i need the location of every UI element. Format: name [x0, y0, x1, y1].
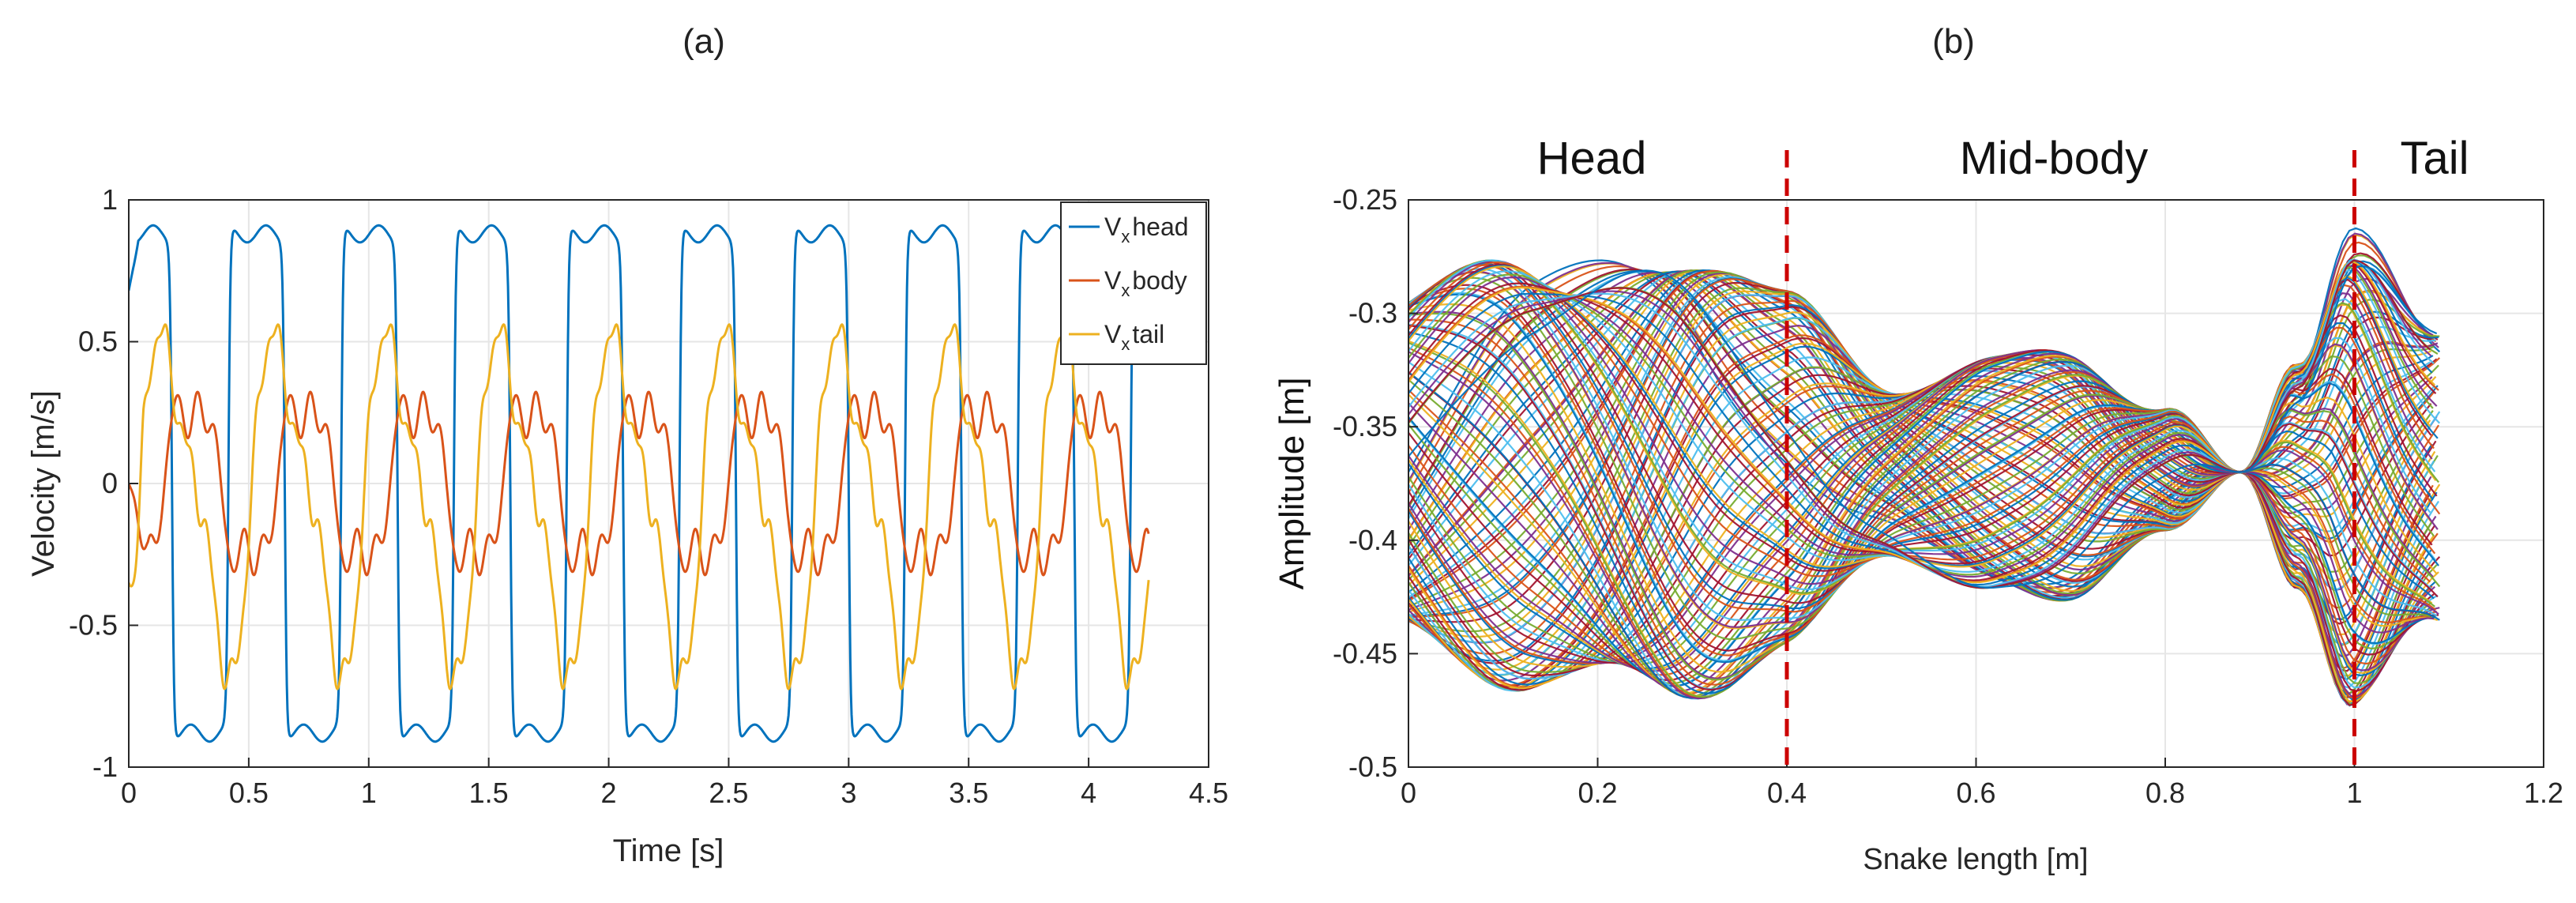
chart-b-xtick-label: 0.4: [1767, 777, 1807, 809]
chart-b-xtick-label: 0.6: [1956, 777, 1995, 809]
series-line-tail: [129, 323, 1150, 690]
legend-tail-v: V: [1104, 320, 1122, 348]
legend-head-v: V: [1104, 213, 1122, 241]
chart-b-xtick-label: 1.2: [2524, 777, 2563, 809]
chart-b-ylabel: Amplitude [m]: [1273, 378, 1311, 590]
chart-b-ytick-label: -0.3: [1348, 297, 1397, 329]
snake-curve: [1408, 341, 2435, 698]
snake-curve: [1408, 356, 2431, 696]
snake-curve: [1408, 358, 2431, 698]
legend-head-sub: x: [1121, 227, 1130, 246]
svg-text:Vxbody: Vxbody: [1104, 266, 1187, 300]
snake-curve: [1408, 265, 2438, 589]
snake-curve: [1408, 361, 2439, 703]
chart-a-legend: Vxhead Vxbody Vxtail: [1060, 201, 1207, 365]
chart-a: 0 0.5 1 1.5 2 2.5 3 3.5 4 4.5 -1 -0.5 0 0.5 1 Time [s]…: [26, 183, 1228, 868]
chart-a-ytick-label: 0.5: [78, 325, 118, 358]
chart-b-ytick-label: -0.5: [1348, 751, 1397, 783]
chart-a-xtick-label: 0: [121, 777, 137, 809]
chart-a-ytick-label: 1: [102, 183, 118, 216]
chart-b-ticks: 0 0.2 0.4 0.6 0.8 1 1.2 -0.5 -0.45 -0.4 -0.35 -0.3 -…: [1333, 183, 2563, 809]
chart-b-xtick-label: 0.8: [2145, 777, 2185, 809]
snake-curve: [1408, 354, 2435, 692]
chart-a-xlabel: Time [s]: [613, 833, 724, 868]
section-label-head: Head: [1537, 133, 1647, 184]
svg-text:Vxtail: Vxtail: [1104, 320, 1164, 354]
snake-curve: [1408, 361, 2440, 699]
snake-curve: [1408, 349, 2440, 672]
snake-curve: [1408, 361, 2438, 700]
snake-curve: [1408, 347, 2437, 699]
chart-b-ytick-label: -0.4: [1348, 524, 1397, 556]
series-line-head: [129, 224, 1149, 743]
chart-a-plot-clip: [129, 224, 1150, 743]
chart-b-xlabel: Snake length [m]: [1863, 843, 2088, 876]
chart-b-ytick-label: -0.35: [1333, 410, 1397, 442]
chart-a-xtick-label: 4: [1081, 777, 1096, 809]
legend-entry-body: Vxbody: [1069, 266, 1187, 300]
snake-curve: [1408, 355, 2439, 694]
snake-curve: [1408, 269, 2441, 574]
snake-curve: [1408, 349, 2439, 682]
snake-curve: [1408, 349, 2437, 676]
legend-body-text: body: [1132, 266, 1186, 295]
chart-a-ytick-label: 0: [102, 467, 118, 499]
snake-curve: [1408, 324, 2439, 691]
chart-b-ytick-label: -0.25: [1333, 183, 1397, 216]
snake-curve: [1408, 350, 2435, 687]
legend-entry-head: Vxhead: [1069, 213, 1189, 246]
legend-body-v: V: [1104, 266, 1122, 295]
chart-a-ticks: 0 0.5 1 1.5 2 2.5 3 3.5 4 4.5 -1 -0.5 0 0.5 1: [69, 183, 1228, 809]
chart-a-ytick-label: -0.5: [69, 609, 118, 642]
chart-b-plot-clip: [1408, 227, 2441, 707]
chart-a-xtick-label: 1: [361, 777, 377, 809]
snake-curve: [1408, 356, 2436, 698]
section-label-mid-body: Mid-body: [1960, 133, 2149, 184]
chart-a-xtick-label: 2: [601, 777, 617, 809]
chart-b-xtick-label: 1: [2346, 777, 2362, 809]
chart-a-xtick-label: 4.5: [1189, 777, 1228, 809]
chart-b-dividers: [1784, 150, 2356, 767]
chart-a-xtick-label: 1.5: [469, 777, 509, 809]
chart-b-xtick-label: 0.2: [1578, 777, 1617, 809]
panel-a-label: (a): [683, 22, 725, 61]
chart-a-xtick-label: 3: [840, 777, 856, 809]
chart-b: 0 0.2 0.4 0.6 0.8 1 1.2 -0.5 -0.45 -0.4 -0.35 -0.3 -…: [1273, 133, 2563, 876]
panel-b-label: (b): [1932, 22, 1975, 61]
chart-b-xtick-label: 0: [1401, 777, 1416, 809]
snake-curve: [1408, 351, 2439, 700]
series-line-body: [129, 390, 1150, 577]
snake-curve: [1408, 350, 2436, 685]
snake-curve: [1408, 367, 2441, 706]
legend-head-text: head: [1132, 213, 1188, 241]
chart-a-xtick-label: 0.5: [229, 777, 269, 809]
section-label-tail: Tail: [2400, 133, 2469, 184]
legend-box: [1060, 201, 1207, 365]
legend-body-sub: x: [1121, 280, 1130, 300]
svg-text:Vxhead: Vxhead: [1104, 213, 1189, 246]
legend-entry-tail: Vxtail: [1069, 320, 1164, 354]
chart-a-ylabel: Velocity [m/s]: [26, 390, 61, 577]
chart-a-xtick-label: 3.5: [949, 777, 988, 809]
legend-tail-text: tail: [1132, 320, 1164, 348]
snake-curve: [1408, 352, 2435, 692]
snake-curve: [1408, 259, 2431, 589]
chart-a-xtick-label: 2.5: [709, 777, 748, 809]
chart-a-ytick-label: -1: [92, 751, 118, 783]
chart-b-ytick-label: -0.45: [1333, 637, 1397, 669]
legend-tail-sub: x: [1121, 334, 1130, 354]
